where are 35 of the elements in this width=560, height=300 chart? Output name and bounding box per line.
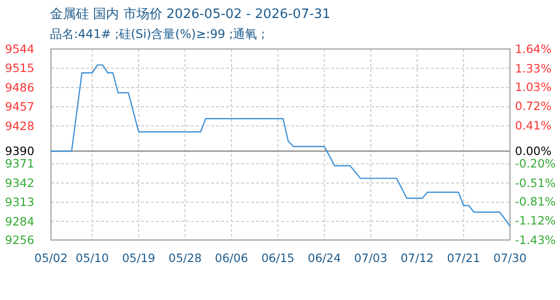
x-tick-label: 05/28: [168, 251, 202, 265]
y2-tick-label: 0.41%: [515, 118, 552, 133]
y2-tick-label: 1.33%: [515, 61, 552, 76]
y2-tick-label: -0.81%: [515, 194, 556, 208]
subtitle: 品名:441# ;硅(Si)含量(%)≥:99 ;通氧 ;: [50, 27, 266, 41]
x-tick-label: 05/02: [34, 251, 68, 265]
y-tick-label: 9284: [5, 214, 34, 228]
y-tick-label: 9390: [5, 144, 34, 158]
x-tick-label: 07/21: [447, 251, 480, 265]
y-tick-label: 9313: [5, 195, 34, 210]
y2-tick-label: -1.12%: [515, 214, 556, 228]
x-tick-label: 07/30: [493, 251, 527, 265]
x-tick-label: 06/15: [261, 251, 294, 265]
y2-tick-label: 0.72%: [515, 99, 552, 114]
y-tick-label: 9515: [5, 61, 34, 76]
y-tick-label: 9371: [5, 156, 34, 171]
y2-tick-label: -1.43%: [515, 233, 556, 247]
x-tick-label: 05/10: [76, 251, 109, 265]
title: 金属硅 国内 市场价 2026-05-02 - 2026-07-31: [50, 7, 330, 22]
y2-tick-label: 1.03%: [515, 80, 552, 94]
y2-tick-label: 0.00%: [515, 144, 552, 158]
y-tick-label: 9256: [5, 233, 34, 247]
y2-tick-label: -0.20%: [515, 156, 556, 170]
y2-tick-label: 1.64%: [515, 42, 552, 56]
y2-tick-label: -0.51%: [515, 176, 556, 190]
y-tick-label: 9544: [5, 42, 34, 56]
y-tick-label: 9428: [5, 118, 34, 133]
x-tick-label: 06/06: [214, 251, 248, 265]
y-tick-label: 9457: [5, 100, 34, 114]
x-tick-label: 07/03: [354, 251, 388, 265]
y-tick-label: 9486: [5, 80, 34, 94]
y-tick-label: 9342: [5, 176, 34, 190]
x-tick-label: 06/24: [308, 251, 341, 265]
x-tick-label: 07/12: [400, 251, 434, 265]
x-tick-label: 05/19: [122, 251, 156, 265]
